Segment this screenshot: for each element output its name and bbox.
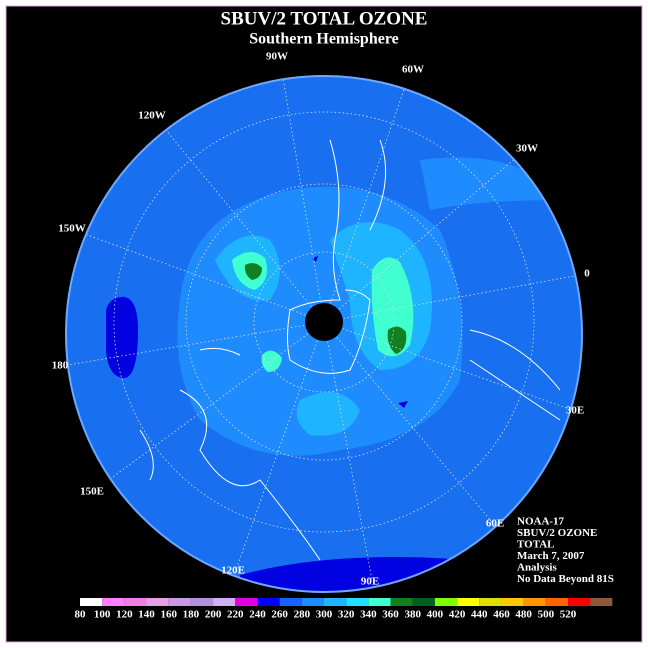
contour (261, 350, 282, 372)
colorbar-tick-label: 80 (75, 609, 87, 621)
info-line: SBUV/2 OZONE (517, 527, 597, 539)
graticule (66, 76, 582, 581)
coastlines (139, 139, 561, 561)
colorbar-swatch (146, 598, 169, 606)
colorbar-swatch (190, 598, 214, 606)
longitude-label: 90W (266, 51, 288, 63)
contour (420, 157, 560, 210)
colorbar-tick-label: 460 (493, 609, 510, 621)
longitude-label: 180 (52, 360, 69, 372)
colorbar-tick-label: 300 (316, 609, 333, 621)
colorbar-swatch (479, 598, 502, 606)
colorbar-swatch (279, 598, 302, 606)
colorbar-tick-label: 120 (116, 609, 133, 621)
colorbar-swatch (501, 598, 524, 606)
colorbar-tick-label: 280 (294, 609, 311, 621)
colorbar-tick-label: 400 (427, 609, 444, 621)
colorbar-swatch (301, 598, 324, 606)
info-line: Analysis (517, 562, 557, 574)
contour (387, 326, 407, 354)
colorbar-swatch (168, 598, 191, 606)
colorbar-tick-label: 260 (271, 609, 288, 621)
info-line: NOAA-17 (517, 516, 565, 528)
colorbar-swatch (235, 598, 258, 606)
colorbar-tick-label: 240 (249, 609, 266, 621)
title: SBUV/2 TOTAL OZONE (221, 8, 428, 29)
info-line: No Data Beyond 81S (517, 573, 614, 585)
colorbar-swatch (257, 598, 280, 606)
longitude-label: 120W (138, 110, 166, 122)
longitude-label: 60E (486, 518, 504, 530)
longitude-label: 150E (80, 486, 104, 498)
info-line: TOTAL (517, 539, 555, 551)
colorbar-swatch (545, 598, 568, 606)
colorbar-tick-label: 100 (94, 609, 111, 621)
colorbar-tick-label: 180 (183, 609, 200, 621)
colorbar-swatch (523, 598, 546, 606)
longitude-label: 90E (361, 576, 379, 588)
colorbar-tick-label: 480 (515, 609, 532, 621)
no-data-pole (305, 303, 343, 341)
info-line: March 7, 2007 (517, 550, 585, 562)
colorbar-swatch (368, 598, 391, 606)
colorbar-tick-label: 160 (160, 609, 177, 621)
colorbar-tick-label: 140 (138, 609, 155, 621)
colorbar-tick-label: 320 (338, 609, 355, 621)
contour (296, 392, 360, 436)
colorbar-swatch (390, 598, 413, 606)
colorbar-swatch (102, 598, 125, 606)
disc-edge (65, 75, 583, 593)
colorbar-swatch (457, 598, 480, 606)
colorbar-swatch (590, 598, 613, 606)
colorbar-swatch (124, 598, 147, 606)
colorbar-swatch (213, 598, 236, 606)
colorbar-tick-label: 420 (449, 609, 466, 621)
longitude-label: 30E (566, 405, 584, 417)
colorbar-swatch (412, 598, 435, 606)
colorbar-swatch (80, 598, 103, 606)
longitude-label: 120E (221, 565, 245, 577)
longitude-label: 60W (402, 64, 424, 76)
colorbar-swatch (324, 598, 347, 606)
colorbar-tick-label: 220 (227, 609, 244, 621)
longitude-label: 0 (584, 268, 590, 280)
colorbar-tick-label: 520 (560, 609, 577, 621)
colorbar-swatch (434, 598, 458, 606)
colorbar-tick-label: 380 (404, 609, 421, 621)
subtitle: Southern Hemisphere (249, 31, 398, 48)
colorbar-tick-label: 360 (382, 609, 399, 621)
colorbar-swatch (346, 598, 369, 606)
contour (106, 296, 138, 378)
colorbar-tick-label: 200 (205, 609, 222, 621)
colorbar-swatch (568, 598, 591, 606)
contour (244, 263, 262, 280)
colorbar-tick-label: 440 (471, 609, 488, 621)
colorbar-tick-label: 340 (360, 609, 377, 621)
ozone-field (66, 76, 582, 592)
longitude-label: 150W (58, 223, 86, 235)
colorbar-tick-label: 500 (538, 609, 555, 621)
longitude-label: 30W (516, 143, 538, 155)
